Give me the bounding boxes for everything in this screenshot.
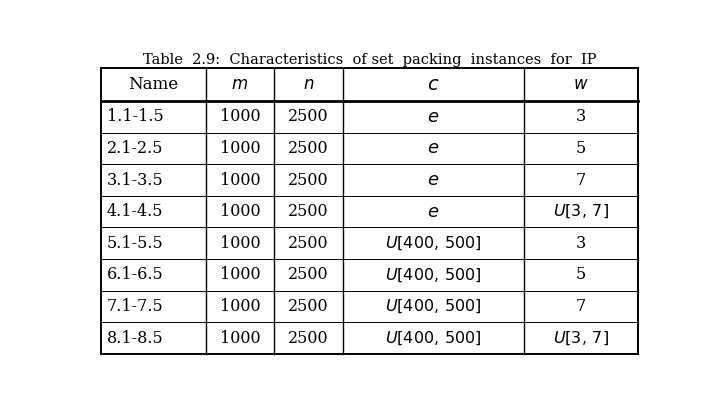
Text: $\mathit{e}$: $\mathit{e}$: [428, 171, 440, 189]
Text: 1000: 1000: [220, 140, 260, 157]
Text: 7.1-7.5: 7.1-7.5: [107, 298, 164, 315]
Text: 1.1-1.5: 1.1-1.5: [107, 108, 164, 126]
Text: $\mathit{n}$: $\mathit{n}$: [303, 76, 314, 93]
Text: Table  2.9:  Characteristics  of set  packing  instances  for  IP: Table 2.9: Characteristics of set packin…: [143, 53, 596, 67]
Text: 8.1-8.5: 8.1-8.5: [107, 330, 164, 346]
Text: 1000: 1000: [220, 108, 260, 126]
Text: 2500: 2500: [288, 266, 329, 284]
Text: 7: 7: [576, 298, 586, 315]
Text: $\mathit{w}$: $\mathit{w}$: [573, 76, 589, 93]
Text: $\mathit{U}[3,\,7]$: $\mathit{U}[3,\,7]$: [553, 203, 609, 220]
Text: $\boldsymbol{\mathit{c}}$: $\boldsymbol{\mathit{c}}$: [428, 76, 440, 93]
Text: $\mathit{U}[400,\,500]$: $\mathit{U}[400,\,500]$: [385, 235, 482, 252]
Text: $\mathit{m}$: $\mathit{m}$: [231, 76, 249, 93]
Text: 1000: 1000: [220, 172, 260, 188]
Text: $\mathit{U}[400,\,500]$: $\mathit{U}[400,\,500]$: [385, 329, 482, 347]
Text: $\mathit{e}$: $\mathit{e}$: [428, 140, 440, 158]
Text: 1000: 1000: [220, 203, 260, 220]
Text: $\mathit{e}$: $\mathit{e}$: [428, 108, 440, 126]
Text: Name: Name: [128, 76, 179, 93]
Text: 2500: 2500: [288, 235, 329, 252]
Text: 5: 5: [576, 140, 586, 157]
Text: 2500: 2500: [288, 330, 329, 346]
Text: 7: 7: [576, 172, 586, 188]
Text: 3: 3: [576, 235, 586, 252]
Text: 3: 3: [576, 108, 586, 126]
Text: 4.1-4.5: 4.1-4.5: [107, 203, 164, 220]
Text: 5.1-5.5: 5.1-5.5: [107, 235, 164, 252]
Text: 1000: 1000: [220, 298, 260, 315]
Text: $\mathit{U}[400,\,500]$: $\mathit{U}[400,\,500]$: [385, 266, 482, 284]
Text: 5: 5: [576, 266, 586, 284]
Text: 2500: 2500: [288, 140, 329, 157]
Text: 2500: 2500: [288, 203, 329, 220]
Text: 6.1-6.5: 6.1-6.5: [107, 266, 164, 284]
Text: 1000: 1000: [220, 266, 260, 284]
Text: 2500: 2500: [288, 172, 329, 188]
Text: 2500: 2500: [288, 298, 329, 315]
Text: 1000: 1000: [220, 235, 260, 252]
Text: 1000: 1000: [220, 330, 260, 346]
Text: 3.1-3.5: 3.1-3.5: [107, 172, 164, 188]
Text: $\mathit{U}[3,\,7]$: $\mathit{U}[3,\,7]$: [553, 329, 609, 347]
Text: 2.1-2.5: 2.1-2.5: [107, 140, 164, 157]
Text: $\mathit{e}$: $\mathit{e}$: [428, 203, 440, 221]
Text: 2500: 2500: [288, 108, 329, 126]
Text: $\mathit{U}[400,\,500]$: $\mathit{U}[400,\,500]$: [385, 298, 482, 315]
